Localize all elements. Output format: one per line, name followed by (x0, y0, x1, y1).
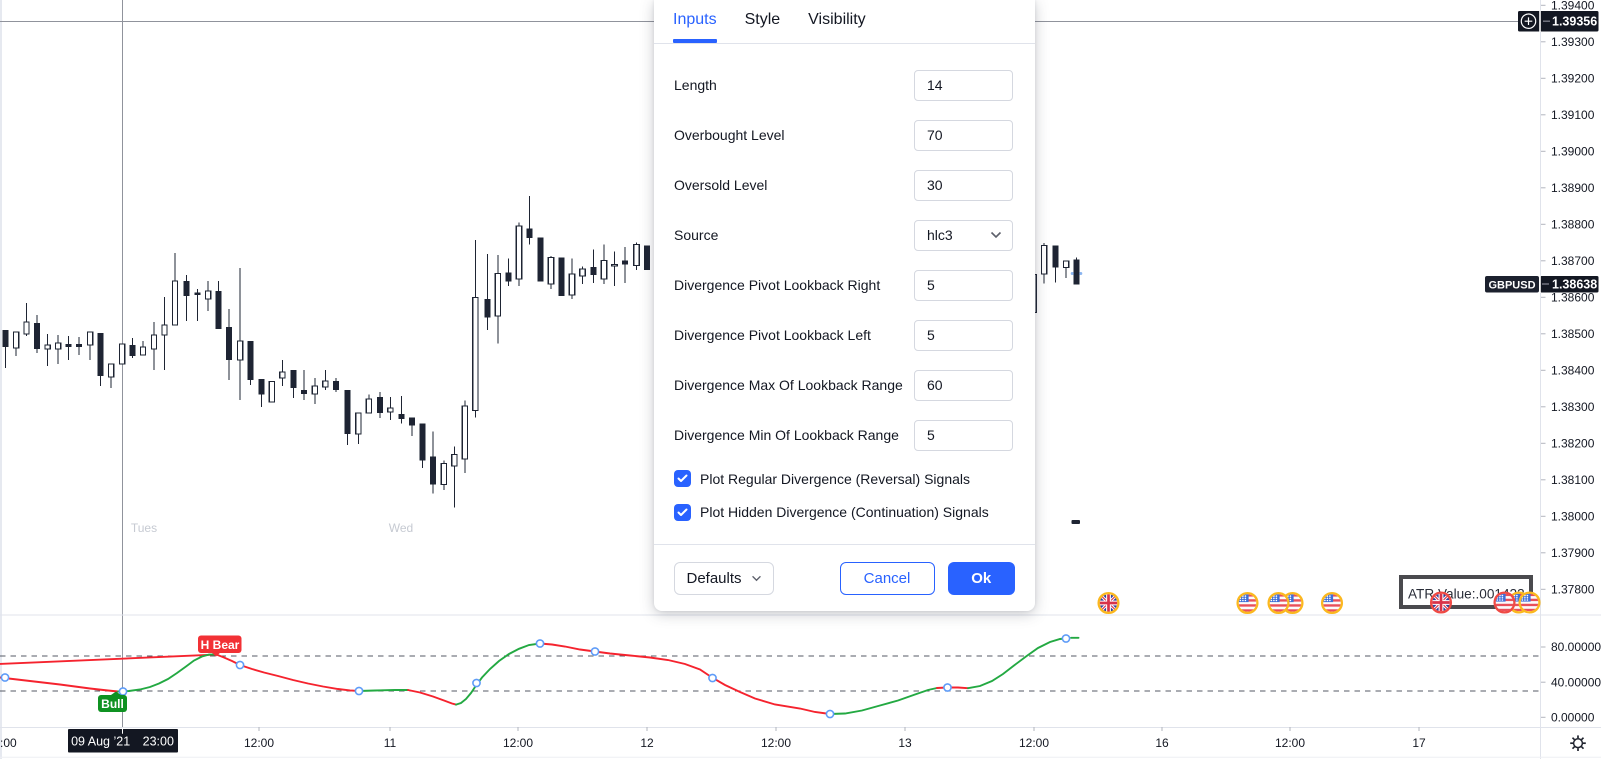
svg-text:12:00: 12:00 (1275, 736, 1305, 750)
svg-text:12: 12 (640, 736, 654, 750)
svg-text:1.38600: 1.38600 (1551, 291, 1595, 305)
svg-text:1.39000: 1.39000 (1551, 145, 1595, 159)
svg-text:GBPUSD: GBPUSD (1488, 280, 1535, 292)
svg-text:Bull: Bull (101, 697, 124, 711)
svg-text:11: 11 (384, 736, 397, 750)
svg-text:1.39300: 1.39300 (1551, 35, 1595, 49)
svg-text:80.00000: 80.00000 (1551, 640, 1601, 654)
svg-text:17: 17 (1412, 736, 1426, 750)
svg-text:0.00000: 0.00000 (1551, 711, 1595, 725)
svg-text:1.39200: 1.39200 (1551, 72, 1595, 86)
svg-text::00: :00 (0, 736, 17, 750)
svg-text:1.37900: 1.37900 (1551, 546, 1595, 560)
svg-text:1.38900: 1.38900 (1551, 181, 1595, 195)
svg-text:1.38800: 1.38800 (1551, 218, 1595, 232)
svg-text:1.38638: 1.38638 (1552, 278, 1597, 292)
svg-text:12:00: 12:00 (761, 736, 791, 750)
svg-text:12:00: 12:00 (1019, 736, 1049, 750)
svg-text:12:00: 12:00 (244, 736, 274, 750)
svg-text:1.38700: 1.38700 (1551, 254, 1595, 268)
svg-text:1.38300: 1.38300 (1551, 400, 1595, 414)
svg-text:1.38200: 1.38200 (1551, 437, 1595, 451)
svg-text:40.00000: 40.00000 (1551, 675, 1601, 689)
svg-text:1.38100: 1.38100 (1551, 473, 1595, 487)
svg-text:1.39400: 1.39400 (1551, 0, 1595, 13)
svg-text:1.37800: 1.37800 (1551, 583, 1595, 597)
svg-text:16: 16 (1155, 736, 1169, 750)
svg-text:12:00: 12:00 (503, 736, 533, 750)
svg-text:1.38000: 1.38000 (1551, 510, 1595, 524)
svg-text:H Bear: H Bear (201, 638, 240, 652)
svg-text:Tues: Tues (131, 521, 157, 535)
svg-text:Wed: Wed (389, 521, 413, 535)
svg-text:09 Aug ’21 23:00: 09 Aug ’21 23:00 (71, 735, 174, 749)
svg-text:1.38500: 1.38500 (1551, 327, 1595, 341)
svg-text:1.39100: 1.39100 (1551, 108, 1595, 122)
svg-text:13: 13 (898, 736, 912, 750)
svg-text:1.38400: 1.38400 (1551, 364, 1595, 378)
svg-text:1.39356: 1.39356 (1552, 15, 1597, 29)
